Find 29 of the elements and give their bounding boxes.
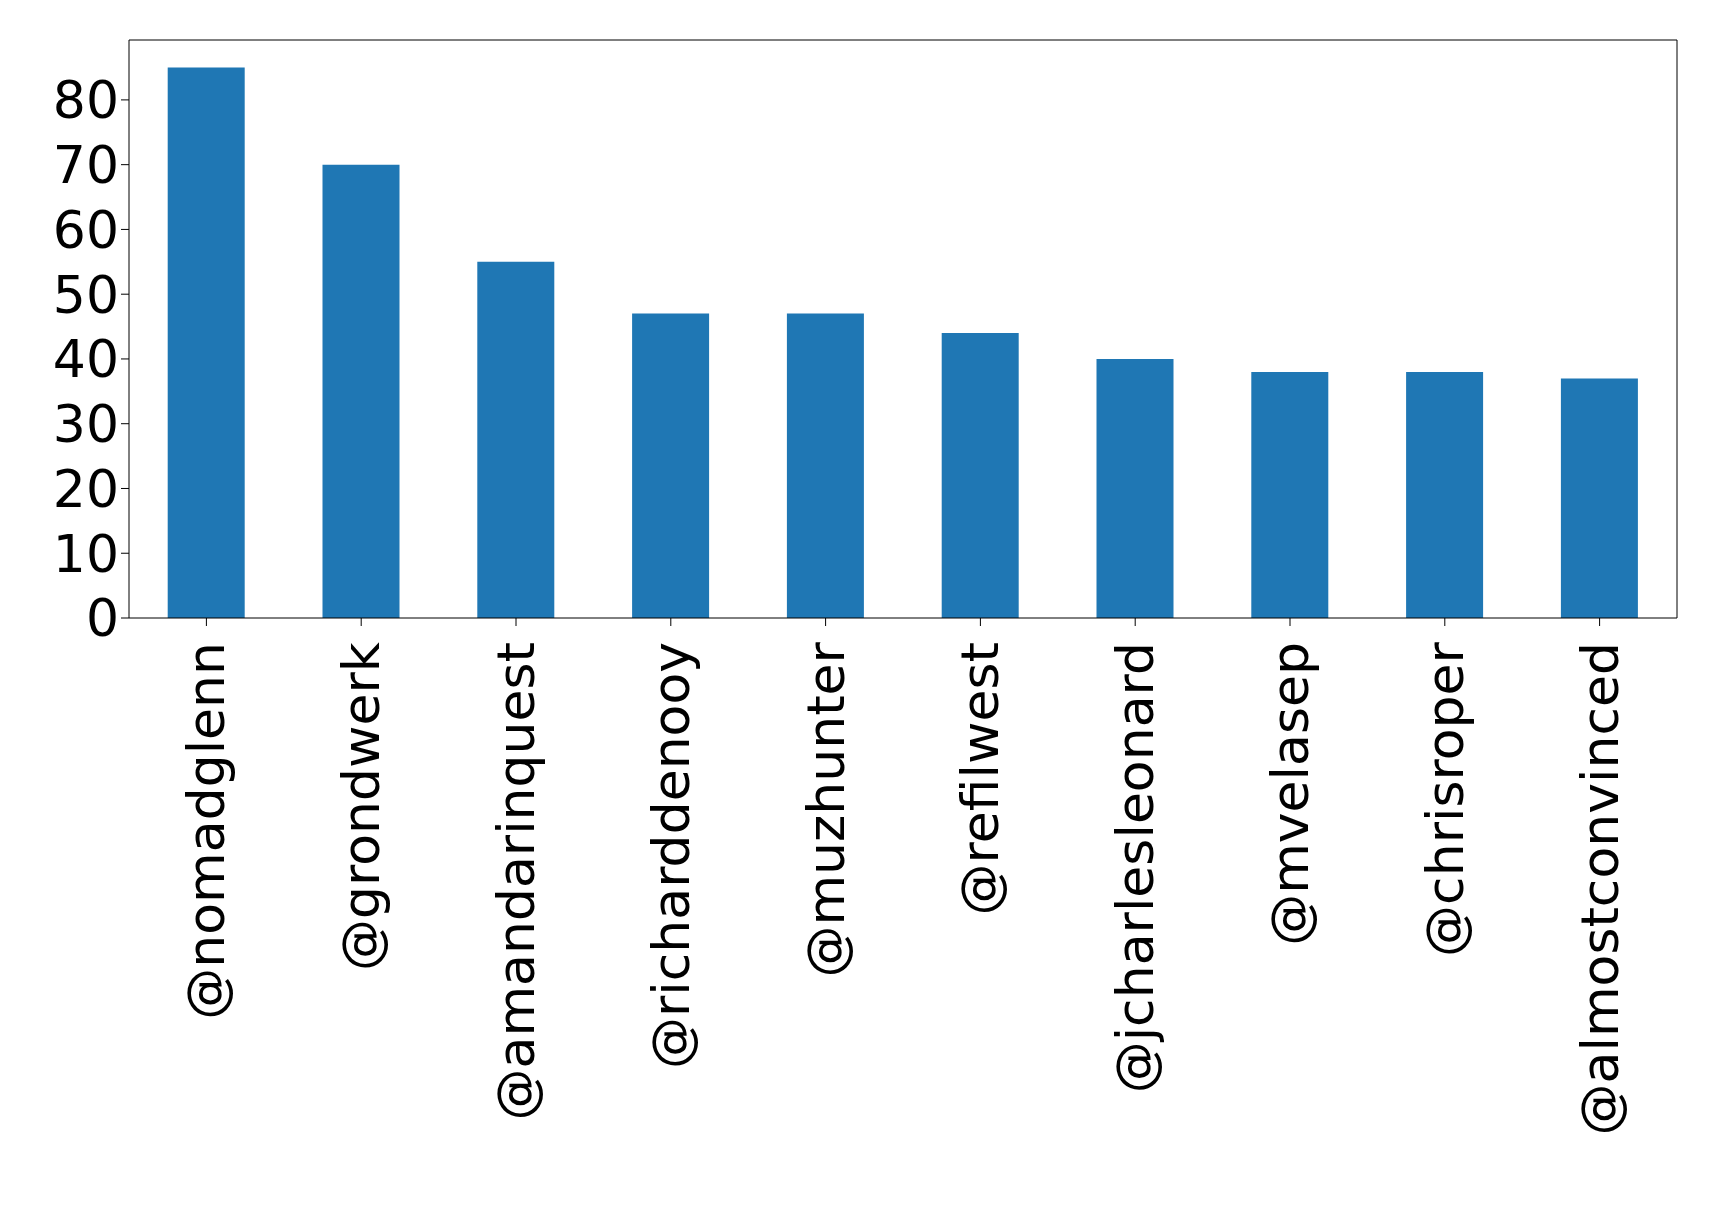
bar [1406, 371, 1484, 618]
y-tick-label: 30 [52, 394, 119, 455]
y-tick-label: 60 [52, 199, 119, 260]
x-tick-label: @almostconvinced [1569, 642, 1630, 1136]
x-tick-label: @amandarinquest [486, 642, 546, 1121]
y-tick-label: 10 [52, 523, 119, 584]
x-tick-label: @mvelasep [1260, 642, 1320, 946]
y-tick-label: 70 [52, 135, 119, 196]
bar [1251, 371, 1329, 618]
y-tick-label: 50 [52, 264, 119, 325]
bar [1560, 378, 1638, 618]
bar [632, 313, 710, 618]
x-tick-label: @refilwest [950, 642, 1011, 916]
y-tick-label: 0 [85, 588, 119, 649]
y-tick-label: 80 [52, 70, 119, 131]
bar [786, 313, 864, 618]
bar [167, 67, 245, 618]
bar [477, 261, 555, 618]
x-tick-label: @chrisroper [1414, 641, 1475, 957]
y-tick-label: 40 [52, 329, 119, 390]
x-tick-label: @richarddenooy [640, 642, 701, 1070]
y-tick-label: 20 [52, 458, 119, 519]
bar [1096, 358, 1174, 618]
x-tick-label: @nomadglenn [176, 642, 237, 1020]
bar [941, 333, 1019, 618]
x-tick-label: @grondwerk [331, 642, 392, 972]
bar [322, 164, 400, 618]
x-tick-label: @muzhunter [795, 641, 856, 978]
x-tick-label: @jcharlesleonard [1105, 642, 1166, 1094]
